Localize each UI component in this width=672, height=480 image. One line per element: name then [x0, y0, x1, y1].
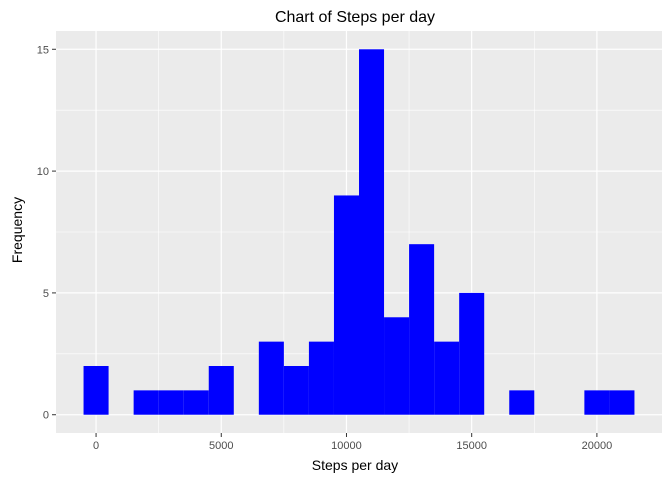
histogram-bar	[584, 390, 610, 415]
x-tick-label: 5000	[209, 440, 233, 452]
y-tick-label: 5	[43, 288, 49, 300]
y-axis-title: Frequency	[9, 197, 25, 263]
x-tick-label: 15000	[456, 440, 487, 452]
histogram-bar	[208, 366, 234, 415]
histogram-bar	[183, 390, 209, 415]
bars	[83, 49, 635, 415]
histogram-bar	[308, 341, 334, 415]
x-axis-title: Steps per day	[312, 457, 398, 473]
histogram-bar	[158, 390, 184, 415]
histogram-bar	[83, 366, 109, 415]
histogram-bar	[434, 341, 460, 415]
histogram-bar	[459, 292, 485, 415]
histogram-bar	[384, 317, 410, 415]
histogram-bar	[333, 195, 359, 415]
y-tick-label: 0	[43, 410, 49, 422]
chart-title: Chart of Steps per day	[275, 9, 435, 26]
histogram-bar	[359, 49, 385, 415]
y-tick-label: 15	[37, 44, 49, 56]
x-tick-label: 10000	[331, 440, 362, 452]
histogram-bar	[409, 244, 435, 415]
histogram-bar	[283, 366, 309, 415]
histogram-bar	[609, 390, 635, 415]
histogram-bar	[258, 341, 284, 415]
x-tick-label: 0	[93, 440, 99, 452]
y-axis-ticks: 0 5 10 15	[37, 44, 56, 422]
x-tick-label: 20000	[582, 440, 613, 452]
histogram-bar	[133, 390, 159, 415]
histogram-bar	[509, 390, 535, 415]
y-tick-label: 10	[37, 166, 49, 178]
x-axis-ticks: 0 5000 10000 15000 20000	[93, 433, 612, 452]
